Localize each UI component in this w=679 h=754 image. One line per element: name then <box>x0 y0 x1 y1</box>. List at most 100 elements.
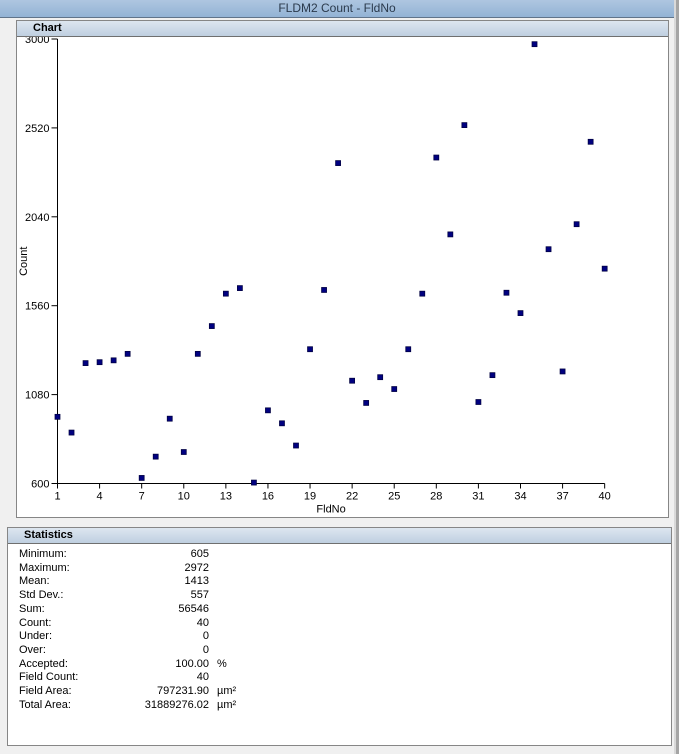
window-title: FLDM2 Count - FldNo <box>0 0 674 18</box>
data-point <box>335 160 341 166</box>
data-point <box>475 399 482 405</box>
data-point <box>503 289 510 296</box>
data-point <box>54 413 61 420</box>
stat-label: Field Count: <box>19 671 79 684</box>
data-point <box>321 287 327 293</box>
stat-row: Sum: 56546 <box>19 603 671 617</box>
stat-value: 1413 <box>184 575 209 588</box>
data-point <box>194 350 201 357</box>
x-tick-label: 34 <box>514 491 526 503</box>
x-axis-title: FldNo <box>316 504 345 516</box>
scatter-plot: 600 1080 1560 2040 2520 3000 1 4 7 10 13 16 19 22 25 28… <box>17 34 668 517</box>
data-point <box>222 290 229 297</box>
data-point <box>405 346 412 353</box>
x-tick-label: 13 <box>220 491 232 503</box>
y-tick-label: 1560 <box>25 301 49 313</box>
x-tick-label: 7 <box>139 491 145 503</box>
data-point <box>68 429 75 436</box>
stat-label: Over: <box>19 643 46 656</box>
x-tick-label: 40 <box>599 491 611 503</box>
x-tick-label: 28 <box>430 491 442 503</box>
x-tick-label: 10 <box>178 491 190 503</box>
x-tick-label: 19 <box>304 491 316 503</box>
data-point <box>573 221 580 228</box>
stat-value: 2972 <box>184 561 209 574</box>
data-point <box>349 377 356 384</box>
data-point <box>166 415 173 422</box>
stat-label: Field Area: <box>19 685 72 698</box>
window-right-edge <box>674 0 679 754</box>
data-point <box>251 479 257 486</box>
scatter-plot-svg: 600 1080 1560 2040 2520 3000 1 4 7 10 13 16 19 22 25 28… <box>18 34 611 516</box>
stat-label: Mean: <box>19 575 50 588</box>
y-tick-label: 2040 <box>25 212 49 224</box>
stat-unit: % <box>217 657 227 670</box>
stat-label: Minimum: <box>19 548 67 560</box>
data-point <box>447 231 454 238</box>
data-point <box>377 374 384 381</box>
data-point <box>461 122 468 128</box>
data-point <box>433 154 440 161</box>
data-point <box>180 449 187 455</box>
data-point <box>545 246 552 253</box>
y-tick-label: 1080 <box>25 390 49 402</box>
data-point <box>265 407 271 414</box>
stat-label: Accepted: <box>19 657 68 670</box>
data-point <box>517 310 524 316</box>
stat-label: Maximum: <box>19 561 70 574</box>
y-tick-label: 3000 <box>25 37 49 46</box>
data-point <box>559 368 566 375</box>
y-tick-label: 2520 <box>25 123 49 135</box>
data-point <box>138 475 145 481</box>
stat-row: Count: 40 <box>19 617 671 631</box>
stat-value: 40 <box>196 616 209 629</box>
statistics-panel: Statistics Minimum: 605 Maximum: 2972 Mean: 1… <box>7 527 672 746</box>
stat-label: Std Dev.: <box>19 589 64 602</box>
data-point <box>82 360 89 366</box>
data-point <box>293 442 299 449</box>
x-tick-label: 22 <box>346 491 358 503</box>
stat-value: 0 <box>202 630 209 643</box>
stat-value: 40 <box>196 671 209 684</box>
y-axis-title: Count <box>18 247 30 276</box>
stat-unit: µm² <box>217 685 237 698</box>
statistics-table: Minimum: 605 Maximum: 2972 Mean: 1413 Std Dev.… <box>8 544 671 712</box>
stat-value: 56546 <box>178 602 209 615</box>
x-tick-label: 1 <box>54 491 60 503</box>
x-tick-label: 31 <box>472 491 484 503</box>
stat-label: Total Area: <box>19 698 71 711</box>
data-point <box>363 400 370 406</box>
x-tick-label: 16 <box>262 491 274 503</box>
stat-row: Total Area: 31889276.02 µm² <box>19 699 671 713</box>
stat-value: 100.00 <box>175 657 209 670</box>
stat-value: 557 <box>190 589 209 602</box>
stat-row: Std Dev.: 557 <box>19 589 671 603</box>
stat-row: Accepted: 100.00% <box>19 658 671 672</box>
stat-label: Sum: <box>19 602 45 615</box>
chart-panel-header: Chart <box>17 21 668 37</box>
x-tick-label: 37 <box>556 491 568 503</box>
data-point <box>96 359 103 366</box>
chart-panel: Chart 600 1080 1560 2040 2520 3000 1 4 7 10 13 16 19… <box>16 20 669 518</box>
data-point <box>208 323 215 329</box>
stat-label: Count: <box>19 616 52 629</box>
data-point <box>601 265 608 272</box>
x-tick-label: 4 <box>97 491 103 503</box>
data-point <box>419 290 426 297</box>
data-point <box>237 285 243 291</box>
stat-label: Under: <box>19 630 53 643</box>
data-point <box>307 346 313 353</box>
stat-value: 797231.90 <box>157 685 209 698</box>
data-point <box>279 420 285 427</box>
stat-value: 31889276.02 <box>144 698 209 711</box>
stat-row: Over: 0 <box>19 644 671 658</box>
stat-row: Field Area: 797231.90 µm² <box>19 685 671 699</box>
y-tick-label: 600 <box>31 479 49 491</box>
stat-unit: µm² <box>217 698 237 711</box>
data-point <box>489 372 496 379</box>
data-point <box>391 386 398 392</box>
stat-value: 0 <box>202 643 209 656</box>
stat-row: Under: 0 <box>19 630 671 644</box>
x-tick-label: 25 <box>388 491 400 503</box>
statistics-panel-header: Statistics <box>8 528 671 544</box>
